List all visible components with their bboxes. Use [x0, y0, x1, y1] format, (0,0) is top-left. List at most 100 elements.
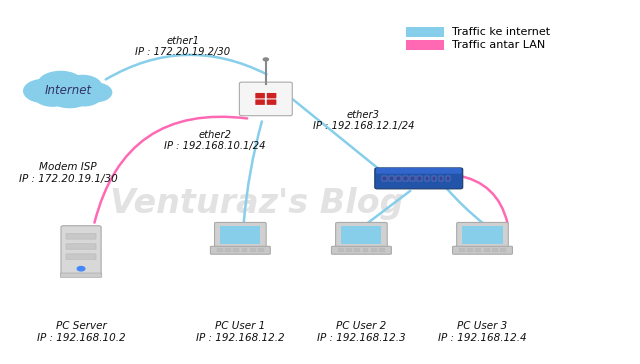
FancyBboxPatch shape	[338, 252, 344, 253]
FancyBboxPatch shape	[220, 226, 260, 245]
FancyBboxPatch shape	[467, 250, 473, 251]
FancyBboxPatch shape	[459, 250, 465, 251]
Text: Venturaz's Blog: Venturaz's Blog	[109, 187, 403, 220]
FancyBboxPatch shape	[484, 250, 490, 251]
FancyBboxPatch shape	[406, 40, 444, 50]
FancyBboxPatch shape	[338, 250, 344, 251]
FancyBboxPatch shape	[438, 176, 443, 181]
FancyBboxPatch shape	[217, 250, 223, 251]
Text: PC User 1
IP : 192.168.12.2: PC User 1 IP : 192.168.12.2	[196, 321, 285, 343]
Text: PC Server
IP : 192.168.10.2: PC Server IP : 192.168.10.2	[36, 321, 125, 343]
FancyBboxPatch shape	[234, 249, 239, 250]
FancyBboxPatch shape	[250, 250, 255, 251]
Circle shape	[63, 75, 101, 97]
Circle shape	[79, 83, 111, 102]
FancyBboxPatch shape	[250, 252, 255, 253]
FancyBboxPatch shape	[225, 250, 231, 251]
FancyBboxPatch shape	[380, 249, 385, 250]
FancyBboxPatch shape	[234, 250, 239, 251]
FancyBboxPatch shape	[445, 176, 450, 181]
FancyBboxPatch shape	[390, 176, 394, 181]
Text: ether3
IP : 192.168.12.1/24: ether3 IP : 192.168.12.1/24	[312, 110, 414, 131]
FancyBboxPatch shape	[258, 249, 264, 250]
FancyBboxPatch shape	[217, 249, 223, 250]
FancyBboxPatch shape	[239, 82, 292, 116]
FancyBboxPatch shape	[500, 249, 506, 250]
FancyBboxPatch shape	[406, 27, 444, 37]
FancyBboxPatch shape	[376, 168, 461, 174]
FancyBboxPatch shape	[396, 176, 401, 181]
FancyBboxPatch shape	[476, 252, 481, 253]
Text: Traffic ke internet: Traffic ke internet	[452, 27, 550, 37]
Circle shape	[263, 58, 268, 61]
Text: Modem ISP
IP : 172.20.19.1/30: Modem ISP IP : 172.20.19.1/30	[19, 162, 118, 184]
FancyBboxPatch shape	[255, 93, 265, 98]
Text: PC User 3
IP : 192.168.12.4: PC User 3 IP : 192.168.12.4	[438, 321, 527, 343]
FancyBboxPatch shape	[346, 249, 352, 250]
FancyBboxPatch shape	[484, 249, 490, 250]
Text: Traffic antar LAN: Traffic antar LAN	[452, 40, 545, 50]
FancyBboxPatch shape	[225, 252, 231, 253]
FancyBboxPatch shape	[467, 249, 473, 250]
FancyBboxPatch shape	[403, 176, 408, 181]
FancyBboxPatch shape	[355, 250, 360, 251]
Circle shape	[38, 71, 84, 98]
FancyBboxPatch shape	[258, 252, 264, 253]
FancyBboxPatch shape	[234, 252, 239, 253]
FancyBboxPatch shape	[476, 249, 481, 250]
FancyBboxPatch shape	[500, 252, 506, 253]
FancyBboxPatch shape	[211, 246, 270, 254]
FancyBboxPatch shape	[66, 254, 96, 259]
FancyBboxPatch shape	[500, 250, 506, 251]
FancyBboxPatch shape	[335, 222, 387, 248]
FancyBboxPatch shape	[459, 252, 465, 253]
Circle shape	[68, 87, 100, 106]
FancyBboxPatch shape	[463, 226, 502, 245]
FancyBboxPatch shape	[375, 168, 463, 189]
FancyBboxPatch shape	[242, 250, 247, 251]
FancyBboxPatch shape	[258, 250, 264, 251]
FancyBboxPatch shape	[363, 249, 369, 250]
FancyBboxPatch shape	[267, 93, 276, 98]
FancyBboxPatch shape	[341, 226, 381, 245]
Text: Internet: Internet	[45, 84, 92, 98]
FancyBboxPatch shape	[217, 252, 223, 253]
FancyBboxPatch shape	[457, 222, 508, 248]
FancyBboxPatch shape	[431, 176, 436, 181]
FancyBboxPatch shape	[371, 250, 377, 251]
FancyBboxPatch shape	[242, 249, 247, 250]
FancyBboxPatch shape	[371, 249, 377, 250]
FancyBboxPatch shape	[492, 252, 498, 253]
FancyBboxPatch shape	[332, 246, 392, 254]
Circle shape	[77, 266, 85, 271]
FancyBboxPatch shape	[459, 249, 465, 250]
FancyBboxPatch shape	[255, 99, 265, 105]
FancyBboxPatch shape	[424, 176, 429, 181]
FancyBboxPatch shape	[267, 99, 276, 105]
FancyBboxPatch shape	[355, 252, 360, 253]
FancyBboxPatch shape	[492, 250, 498, 251]
FancyBboxPatch shape	[355, 249, 360, 250]
FancyBboxPatch shape	[242, 252, 247, 253]
FancyBboxPatch shape	[61, 226, 101, 276]
FancyBboxPatch shape	[214, 222, 266, 248]
FancyBboxPatch shape	[371, 252, 377, 253]
FancyBboxPatch shape	[476, 250, 481, 251]
FancyBboxPatch shape	[66, 234, 96, 239]
FancyBboxPatch shape	[338, 249, 344, 250]
FancyBboxPatch shape	[346, 252, 352, 253]
FancyBboxPatch shape	[380, 252, 385, 253]
FancyBboxPatch shape	[346, 250, 352, 251]
FancyBboxPatch shape	[383, 176, 387, 181]
Text: ether1
IP : 172.20.19.2/30: ether1 IP : 172.20.19.2/30	[136, 36, 230, 58]
FancyBboxPatch shape	[225, 249, 231, 250]
FancyBboxPatch shape	[467, 252, 473, 253]
FancyBboxPatch shape	[492, 249, 498, 250]
FancyBboxPatch shape	[484, 252, 490, 253]
Circle shape	[35, 86, 70, 106]
FancyBboxPatch shape	[410, 176, 415, 181]
FancyBboxPatch shape	[452, 246, 513, 254]
FancyBboxPatch shape	[60, 273, 102, 277]
Circle shape	[48, 83, 92, 108]
Text: PC User 2
IP : 192.168.12.3: PC User 2 IP : 192.168.12.3	[317, 321, 406, 343]
